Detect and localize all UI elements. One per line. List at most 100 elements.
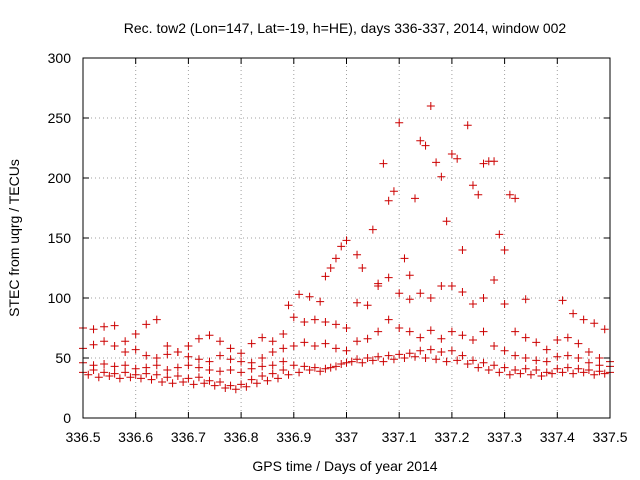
data-point [331,254,340,263]
data-point [463,121,472,130]
data-points [79,102,614,394]
data-point [179,378,188,386]
data-point [474,363,483,372]
x-tick-label: 337 [335,429,359,445]
data-point [468,356,477,365]
data-point [416,346,425,355]
data-point [205,357,214,366]
data-point [416,333,425,342]
data-point [563,333,572,342]
data-point [300,362,309,371]
data-point [395,289,404,298]
data-point [89,366,98,374]
data-point [516,369,525,378]
data-point [173,372,182,380]
data-point [374,352,383,361]
data-point [511,366,520,374]
data-point [600,325,609,334]
data-point [553,336,562,344]
data-point [205,331,214,340]
data-point [595,367,604,376]
data-point [252,379,261,388]
data-point [374,327,383,336]
data-point [331,320,340,329]
data-point [548,369,557,378]
x-tick-label: 336.5 [65,429,100,445]
data-point [479,294,488,302]
data-point [216,378,225,386]
data-point [300,338,309,347]
data-point [511,194,520,203]
data-point [521,333,530,342]
data-point [368,225,377,234]
x-tick-label: 336.6 [118,429,153,445]
data-point [163,373,172,382]
y-tick-label: 200 [48,170,72,186]
data-point [342,346,351,355]
y-tick-labels: 0 50 100 150 200 250 300 [48,50,72,426]
series-2 [79,273,614,367]
data-point [279,366,288,374]
data-point [479,358,488,367]
data-point [152,315,161,324]
data-point [379,357,388,366]
x-tick-label: 337.3 [487,429,522,445]
y-tick-label: 100 [48,290,72,306]
data-point [126,373,135,382]
data-point [500,363,509,372]
data-point [400,354,409,362]
data-point [495,230,504,239]
data-point [268,369,277,378]
data-point [115,374,124,383]
data-point [389,355,398,364]
data-point [405,349,414,358]
data-point [121,337,130,346]
data-point [142,320,151,329]
data-point [384,196,393,205]
data-point [152,354,161,362]
data-point [384,273,393,282]
x-tick-label: 336.7 [171,429,206,445]
data-point [416,289,425,298]
data-point [447,150,456,158]
data-point [590,319,599,328]
data-point [194,363,203,372]
data-point [284,370,293,379]
data-point [442,357,451,366]
data-point [579,368,588,377]
data-point [358,264,367,272]
data-point [152,370,161,379]
x-axis-title: GPS time / Days of year 2014 [252,458,437,474]
data-point [173,363,182,372]
data-point [558,296,567,305]
axis-ticks [82,57,611,419]
data-point [395,118,404,127]
data-point [584,348,593,356]
data-point [553,364,562,373]
data-point [505,190,514,199]
data-point [474,190,483,199]
data-point [553,352,562,361]
data-point [395,324,404,332]
data-point [279,357,288,366]
data-point [184,374,193,383]
data-point [237,368,246,377]
data-point [226,355,235,364]
data-point [579,315,588,324]
data-point [563,351,572,360]
data-point [89,340,98,349]
data-point [247,375,256,384]
data-point [384,351,393,360]
data-point [321,339,330,348]
data-point [310,363,319,372]
y-tick-label: 0 [63,410,71,426]
data-point [505,370,514,379]
data-point [595,354,604,362]
data-point [131,330,140,338]
data-point [189,380,198,389]
data-point [584,358,593,367]
data-point [110,321,119,330]
data-point [569,369,578,378]
x-tick-label: 337.5 [592,429,627,445]
